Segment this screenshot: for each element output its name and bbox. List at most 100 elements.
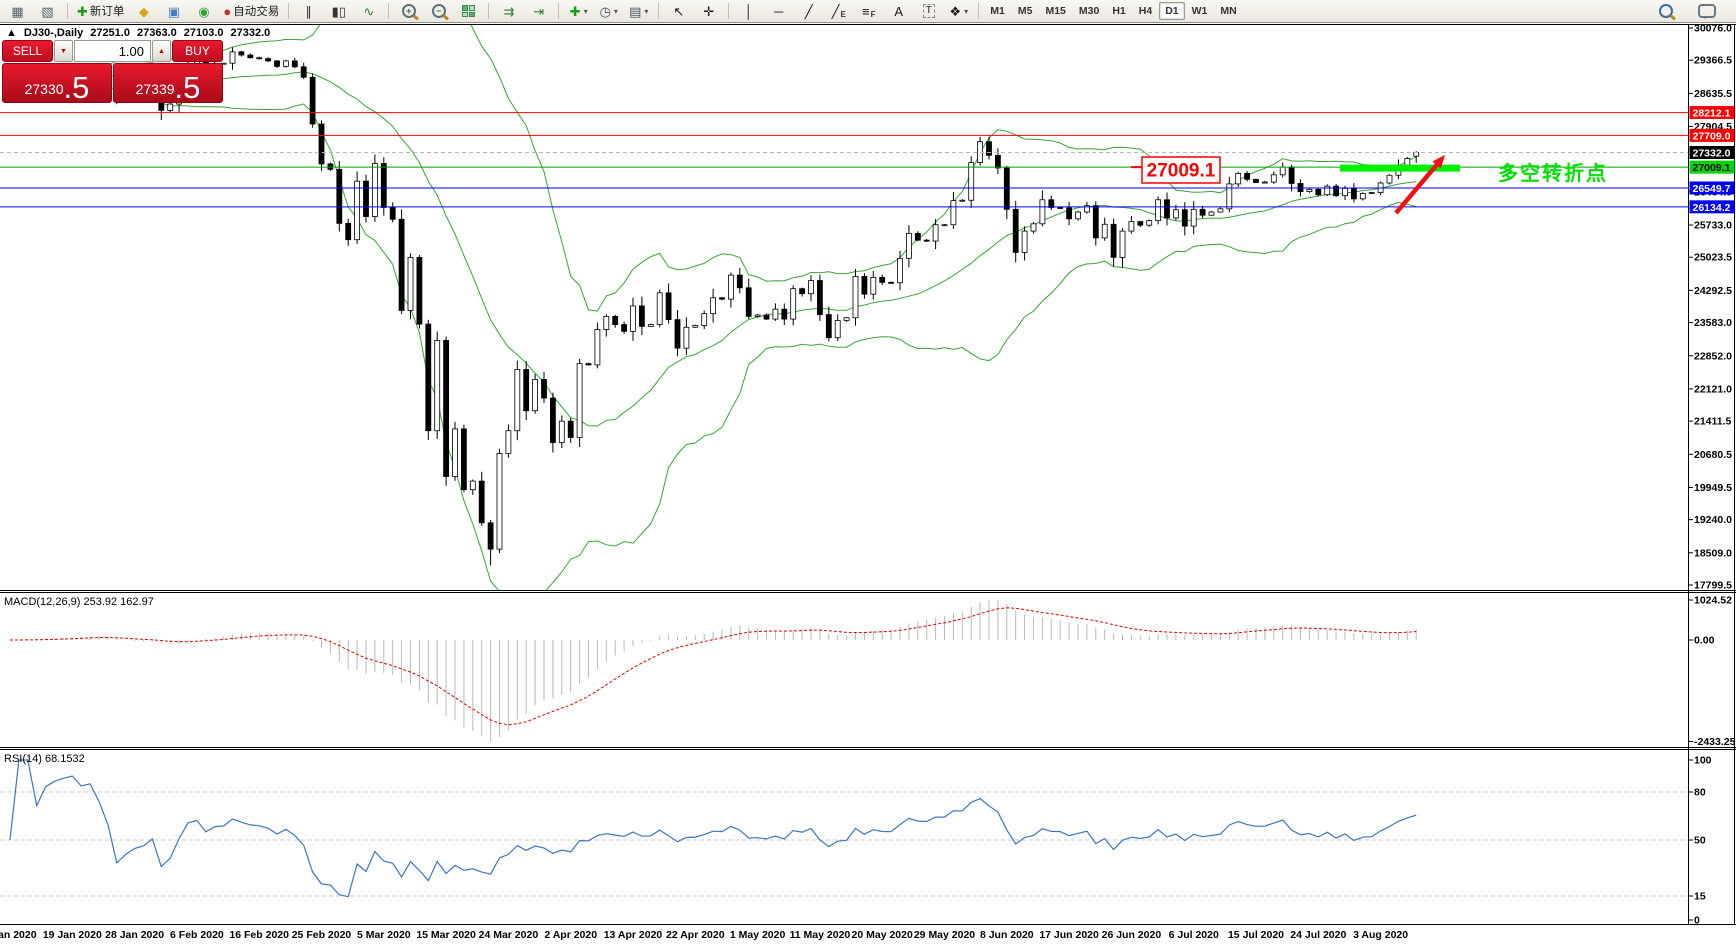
rsi-pane[interactable]	[0, 759, 1688, 898]
signals-icon[interactable]: ◉	[189, 1, 218, 22]
buy-button[interactable]: BUY	[172, 40, 223, 62]
sell-price-button[interactable]: 27330 .5	[2, 63, 112, 103]
crosshair-icon[interactable]: ✛	[694, 1, 723, 22]
indicators-button[interactable]: ✚ ▾	[564, 1, 593, 22]
vertical-line-icon[interactable]: │	[734, 1, 763, 22]
fibonacci-icon[interactable]: ≡ F	[854, 1, 883, 22]
buy-price-main: 27339	[135, 81, 175, 97]
autotrade-button[interactable]: ● 自动交易	[219, 1, 283, 22]
zoom-in-icon	[401, 4, 416, 18]
svg-text:27709.0: 27709.0	[1693, 130, 1731, 142]
volume-decrease-button[interactable]: ▼	[54, 40, 73, 62]
bar-chart-icon[interactable]: ∥	[294, 1, 323, 22]
timeframe-m30[interactable]: M30	[1078, 5, 1100, 17]
timeframe-m1[interactable]: M1	[990, 5, 1005, 17]
auto-scroll-icon[interactable]: ⇉	[494, 1, 523, 22]
periods-button-dropdown-icon[interactable]: ▾	[613, 6, 618, 16]
chart-shift-icon[interactable]: ⇥	[524, 1, 553, 22]
templates-button[interactable]: ▤ ▾	[624, 1, 653, 22]
new-order-button[interactable]: ✚ 新订单	[73, 1, 128, 22]
timeframe-m15[interactable]: M15	[1045, 5, 1066, 17]
svg-text:6 Feb 2020: 6 Feb 2020	[170, 929, 224, 941]
new-chart-icon[interactable]: ▦	[3, 1, 32, 22]
text-label-icon[interactable]: T	[914, 1, 943, 22]
data-window-icon[interactable]: ▣	[159, 1, 188, 22]
fibonacci-icon: ≡	[862, 3, 870, 19]
buy-price-button[interactable]: 27339 .5	[113, 63, 223, 103]
horizontal-line-icon[interactable]: ─	[764, 1, 793, 22]
chart-window[interactable]: 30076.029366.528635.527904.526464.025733…	[0, 22, 1736, 946]
timeframe-d1[interactable]: D1	[1159, 2, 1185, 20]
sell-button[interactable]: SELL	[2, 40, 53, 62]
macd-signal-line	[10, 607, 1417, 726]
svg-text:0.00: 0.00	[1694, 635, 1715, 647]
text-icon: A	[894, 3, 904, 19]
price-chart[interactable]: 30076.029366.528635.527904.526464.025733…	[0, 22, 1736, 946]
text-icon[interactable]: A	[884, 1, 913, 22]
auto-scroll-icon: ⇉	[503, 3, 515, 19]
line-chart-icon[interactable]: ∿	[354, 1, 383, 22]
vertical-line-icon: │	[744, 3, 753, 19]
timeframe-mn[interactable]: MN	[1220, 5, 1237, 17]
chart-ohlc-header: ▲ DJ30-,Daily 27251.0 27363.0 27103.0 27…	[6, 27, 270, 39]
rsi-axis: 100 80 50 15 0 RSI(14) 68.1532	[4, 753, 1712, 927]
buy-price-fraction: .5	[174, 70, 201, 106]
cursor-icon[interactable]: ↖	[664, 1, 693, 22]
chat-icon[interactable]	[1692, 1, 1721, 22]
arrows-icon-dropdown-icon[interactable]: ▾	[964, 6, 969, 16]
pane-borders	[0, 24, 1736, 925]
timeframe-w1[interactable]: W1	[1191, 5, 1208, 17]
trendline-icon[interactable]: ╱	[794, 1, 823, 22]
svg-text:25023.5: 25023.5	[1694, 252, 1732, 264]
zoom-in-icon[interactable]	[394, 1, 423, 22]
chart-shift-icon: ⇥	[533, 3, 545, 19]
timeframe-m5[interactable]: M5	[1017, 5, 1033, 17]
zoom-out-icon[interactable]	[424, 1, 453, 22]
volume-input[interactable]: 1.00	[74, 40, 151, 62]
timeframe-h1[interactable]: H1	[1112, 5, 1126, 17]
svg-text:28635.5: 28635.5	[1694, 88, 1732, 100]
market-watch-icon[interactable]: ◆	[129, 1, 158, 22]
profiles-icon[interactable]: ▧	[33, 1, 62, 22]
chat-icon	[1697, 4, 1716, 19]
channel-icon[interactable]: ╱ E	[824, 1, 853, 22]
candlestick-chart-icon[interactable]: ▮▯	[324, 1, 353, 22]
macd-pane[interactable]	[10, 600, 1417, 742]
svg-text:0: 0	[1694, 915, 1700, 927]
annotation-cn-text[interactable]: 多空转折点	[1498, 161, 1608, 185]
svg-text:26549.7: 26549.7	[1693, 183, 1731, 195]
search-icon[interactable]	[1651, 1, 1680, 22]
templates-button-dropdown-icon[interactable]: ▾	[644, 6, 649, 16]
svg-text:50: 50	[1694, 835, 1706, 847]
horizontal-level-lines[interactable]	[0, 112, 1688, 208]
timeframe-h4[interactable]: H4	[1138, 5, 1153, 17]
periods-button[interactable]: ◷ ▾	[594, 1, 623, 22]
main-price-pane[interactable]	[7, 22, 1420, 601]
market-watch-icon: ◆	[138, 3, 149, 19]
new-order-button-label: 新订单	[89, 6, 125, 18]
arrows-icon[interactable]: ❖ ▾	[944, 1, 973, 22]
cursor-icon: ↖	[673, 3, 685, 19]
svg-text:5 Mar 2020: 5 Mar 2020	[357, 929, 411, 941]
rsi-line	[9, 759, 1417, 898]
annotation-price-label[interactable]: 27009.1	[1131, 156, 1221, 184]
svg-text:17 Jun 2020: 17 Jun 2020	[1039, 929, 1099, 941]
price-axis[interactable]: 30076.029366.528635.527904.526464.025733…	[1688, 22, 1732, 592]
data-window-icon: ▣	[167, 3, 181, 19]
svg-text:20680.5: 20680.5	[1694, 449, 1732, 461]
svg-text:6 Jul 2020: 6 Jul 2020	[1169, 929, 1219, 941]
svg-text:28212.1: 28212.1	[1693, 108, 1731, 120]
tile-windows-icon[interactable]	[454, 1, 483, 22]
svg-text:8 Jun 2020: 8 Jun 2020	[980, 929, 1034, 941]
volume-increase-button[interactable]: ▲	[152, 40, 171, 62]
indicators-button-dropdown-icon[interactable]: ▾	[583, 6, 588, 16]
svg-text:24292.5: 24292.5	[1694, 285, 1732, 297]
one-click-trading-widget: SELL ▼ 1.00 ▲ BUY 27330 .5 27339 .5	[2, 40, 223, 103]
macd-label: MACD(12,26,9) 253.92 162.97	[4, 596, 154, 608]
symbol-label: DJ30-,Daily	[23, 27, 84, 39]
svg-text:27009.1: 27009.1	[1693, 162, 1731, 174]
macd-histogram	[18, 600, 1417, 742]
chart-annotations[interactable]: 27009.1 多空转折点	[1131, 155, 1608, 215]
annotation-trend-arrow[interactable]	[1394, 155, 1445, 215]
